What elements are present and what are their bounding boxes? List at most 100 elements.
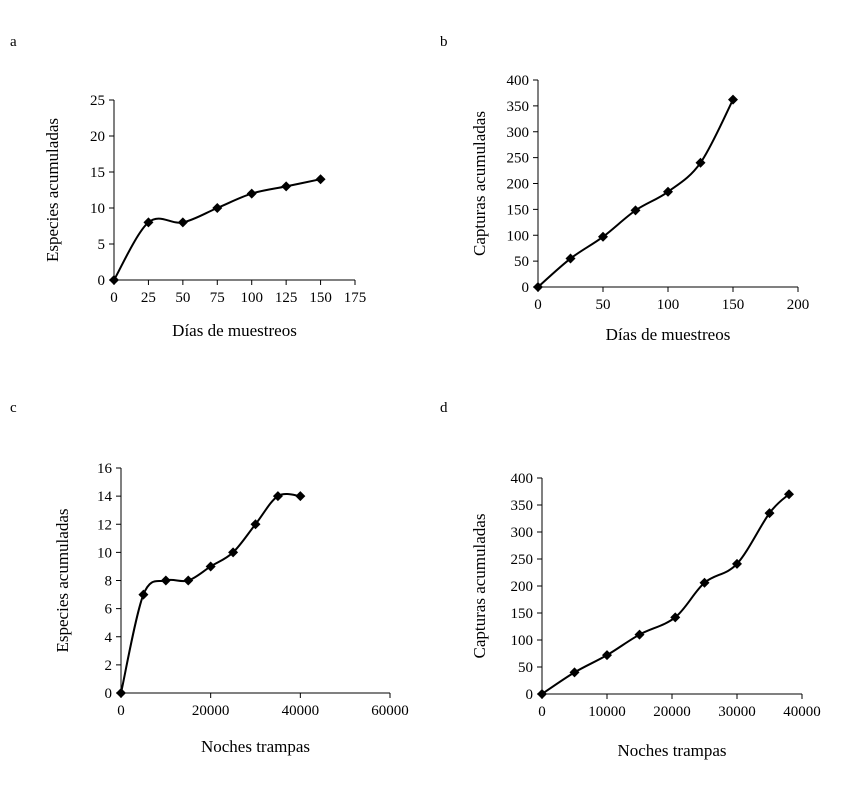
y-axis-title: Especies acumuladas xyxy=(53,509,72,653)
data-point xyxy=(295,491,306,502)
y-tick-label: 20 xyxy=(90,129,105,145)
data-point xyxy=(695,157,706,168)
y-tick-label: 100 xyxy=(511,633,534,649)
x-tick-label: 0 xyxy=(538,704,546,720)
data-point xyxy=(784,489,794,500)
x-tick-label: 50 xyxy=(596,297,611,313)
chart-panel-d: d 0 50 100 150 200 250 300 350 400 0 10000 20000 3000… xyxy=(440,400,821,760)
x-tick-label: 0 xyxy=(117,703,125,719)
data-point xyxy=(138,589,149,600)
x-tick-label: 30000 xyxy=(718,704,756,720)
y-tick-label: 0 xyxy=(522,280,530,296)
y-tick-label: 300 xyxy=(511,525,534,541)
x-tick-label: 75 xyxy=(210,290,225,306)
x-tick-label: 0 xyxy=(110,290,118,306)
y-tick-label: 10 xyxy=(97,545,112,561)
y-axis-title: Especies acumuladas xyxy=(43,118,62,262)
x-tick-label: 20000 xyxy=(192,703,230,719)
y-tick-label: 400 xyxy=(511,471,534,487)
x-axis-title: Días de muestreos xyxy=(172,321,297,340)
data-point xyxy=(663,186,673,197)
data-point xyxy=(732,558,742,569)
chart-panel-b: b 0 50 100 150 200 250 300 350 400 0 50 100 150 200 Día… xyxy=(440,34,809,344)
x-tick-label: 175 xyxy=(344,290,367,306)
y-tick-label: 100 xyxy=(507,228,530,244)
data-point xyxy=(272,491,283,502)
data-point xyxy=(183,575,194,586)
x-tick-label: 20000 xyxy=(653,704,691,720)
data-point xyxy=(533,282,543,292)
panel-label: d xyxy=(440,400,448,416)
data-point xyxy=(177,217,188,228)
data-point xyxy=(315,174,326,185)
x-tick-label: 100 xyxy=(657,297,680,313)
series-line xyxy=(120,493,301,694)
chart-panel-c: c 0 2 4 6 8 10 12 14 16 0 20000 40000 60000 Noches tra… xyxy=(10,400,409,756)
data-point xyxy=(569,667,580,678)
data-point xyxy=(670,612,681,623)
y-tick-label: 0 xyxy=(105,686,113,702)
x-tick-label: 10000 xyxy=(588,704,626,720)
data-point xyxy=(537,689,547,699)
y-tick-label: 15 xyxy=(90,165,105,181)
data-point xyxy=(565,253,576,264)
y-tick-label: 350 xyxy=(511,498,534,514)
data-point xyxy=(598,231,608,242)
panel-label: a xyxy=(10,34,17,50)
y-tick-label: 14 xyxy=(97,489,113,505)
x-tick-label: 25 xyxy=(141,290,156,306)
y-tick-label: 0 xyxy=(526,687,534,703)
x-tick-label: 150 xyxy=(309,290,332,306)
y-tick-label: 300 xyxy=(507,125,530,141)
panel-label: c xyxy=(10,400,17,416)
data-point xyxy=(212,203,223,213)
y-tick-label: 250 xyxy=(507,151,530,167)
x-tick-label: 0 xyxy=(534,297,542,313)
data-point xyxy=(246,188,257,199)
data-point xyxy=(116,688,126,698)
data-point xyxy=(728,94,738,105)
x-tick-label: 100 xyxy=(240,290,263,306)
data-point xyxy=(699,577,710,588)
y-tick-label: 2 xyxy=(105,658,113,674)
data-point xyxy=(630,205,641,216)
data-point xyxy=(228,547,239,558)
data-point xyxy=(250,519,261,530)
x-axis-title: Noches trampas xyxy=(617,741,726,760)
panel-label: b xyxy=(440,34,448,50)
y-tick-label: 150 xyxy=(511,606,534,622)
x-tick-label: 50 xyxy=(175,290,190,306)
y-tick-label: 4 xyxy=(105,630,113,646)
chart-panel-a: a 0 5 10 15 20 25 0 25 50 75 100 125 150 175 Días de mu… xyxy=(10,34,366,340)
y-tick-label: 50 xyxy=(514,254,529,270)
data-point xyxy=(602,650,612,661)
series-line xyxy=(113,178,321,281)
x-tick-label: 40000 xyxy=(783,704,821,720)
y-tick-label: 10 xyxy=(90,201,105,217)
y-tick-label: 6 xyxy=(105,602,113,618)
x-tick-label: 40000 xyxy=(282,703,320,719)
y-axis-title: Capturas acumuladas xyxy=(470,111,489,256)
data-point xyxy=(205,561,216,572)
x-tick-label: 60000 xyxy=(371,703,409,719)
y-tick-label: 50 xyxy=(518,660,533,676)
y-tick-label: 0 xyxy=(98,273,106,289)
y-tick-label: 5 xyxy=(98,237,106,253)
data-point xyxy=(634,629,645,640)
x-axis-title: Días de muestreos xyxy=(606,325,731,344)
y-tick-label: 16 xyxy=(97,461,113,477)
y-tick-label: 200 xyxy=(511,579,534,595)
data-point xyxy=(160,575,171,586)
y-tick-label: 25 xyxy=(90,93,105,109)
x-tick-label: 200 xyxy=(787,297,810,313)
y-tick-label: 400 xyxy=(507,73,530,89)
series-line xyxy=(541,493,790,695)
data-point xyxy=(281,181,292,192)
y-tick-label: 350 xyxy=(507,99,530,115)
y-tick-label: 200 xyxy=(507,177,530,193)
y-tick-label: 12 xyxy=(97,517,112,533)
y-tick-label: 250 xyxy=(511,552,534,568)
x-axis-title: Noches trampas xyxy=(201,737,310,756)
y-axis-title: Capturas acumuladas xyxy=(470,514,489,659)
